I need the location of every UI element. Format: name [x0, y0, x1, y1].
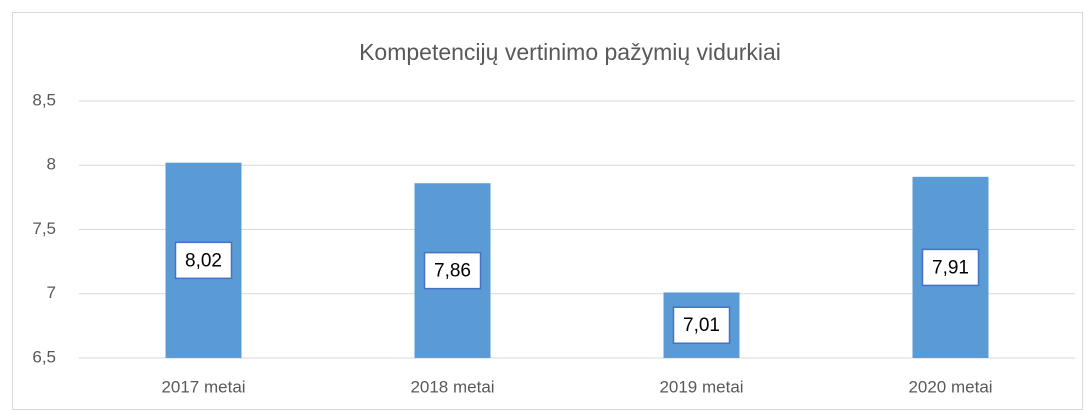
value-label: 7,91 — [932, 257, 969, 278]
value-label: 8,02 — [185, 250, 222, 271]
value-label: 7,01 — [683, 315, 720, 336]
y-tick-label: 8,5 — [32, 90, 56, 109]
y-tick-label: 8 — [47, 155, 56, 174]
value-label-box — [423, 251, 482, 290]
x-tick-label: 2020 metai — [908, 377, 992, 396]
x-tick-label: 2018 metai — [410, 377, 494, 396]
x-tick-label: 2017 metai — [161, 377, 245, 396]
chart-title: Kompetencijų vertinimo pažymių vidurkiai — [359, 39, 781, 65]
y-tick-label: 6,5 — [32, 347, 56, 366]
x-tick-label: 2019 metai — [659, 377, 743, 396]
value-label-box — [921, 248, 980, 287]
value-label-box — [174, 241, 233, 280]
value-label-box — [672, 306, 731, 344]
y-tick-label: 7 — [47, 283, 56, 302]
value-label: 7,86 — [434, 261, 471, 282]
y-tick-label: 7,5 — [32, 219, 56, 238]
